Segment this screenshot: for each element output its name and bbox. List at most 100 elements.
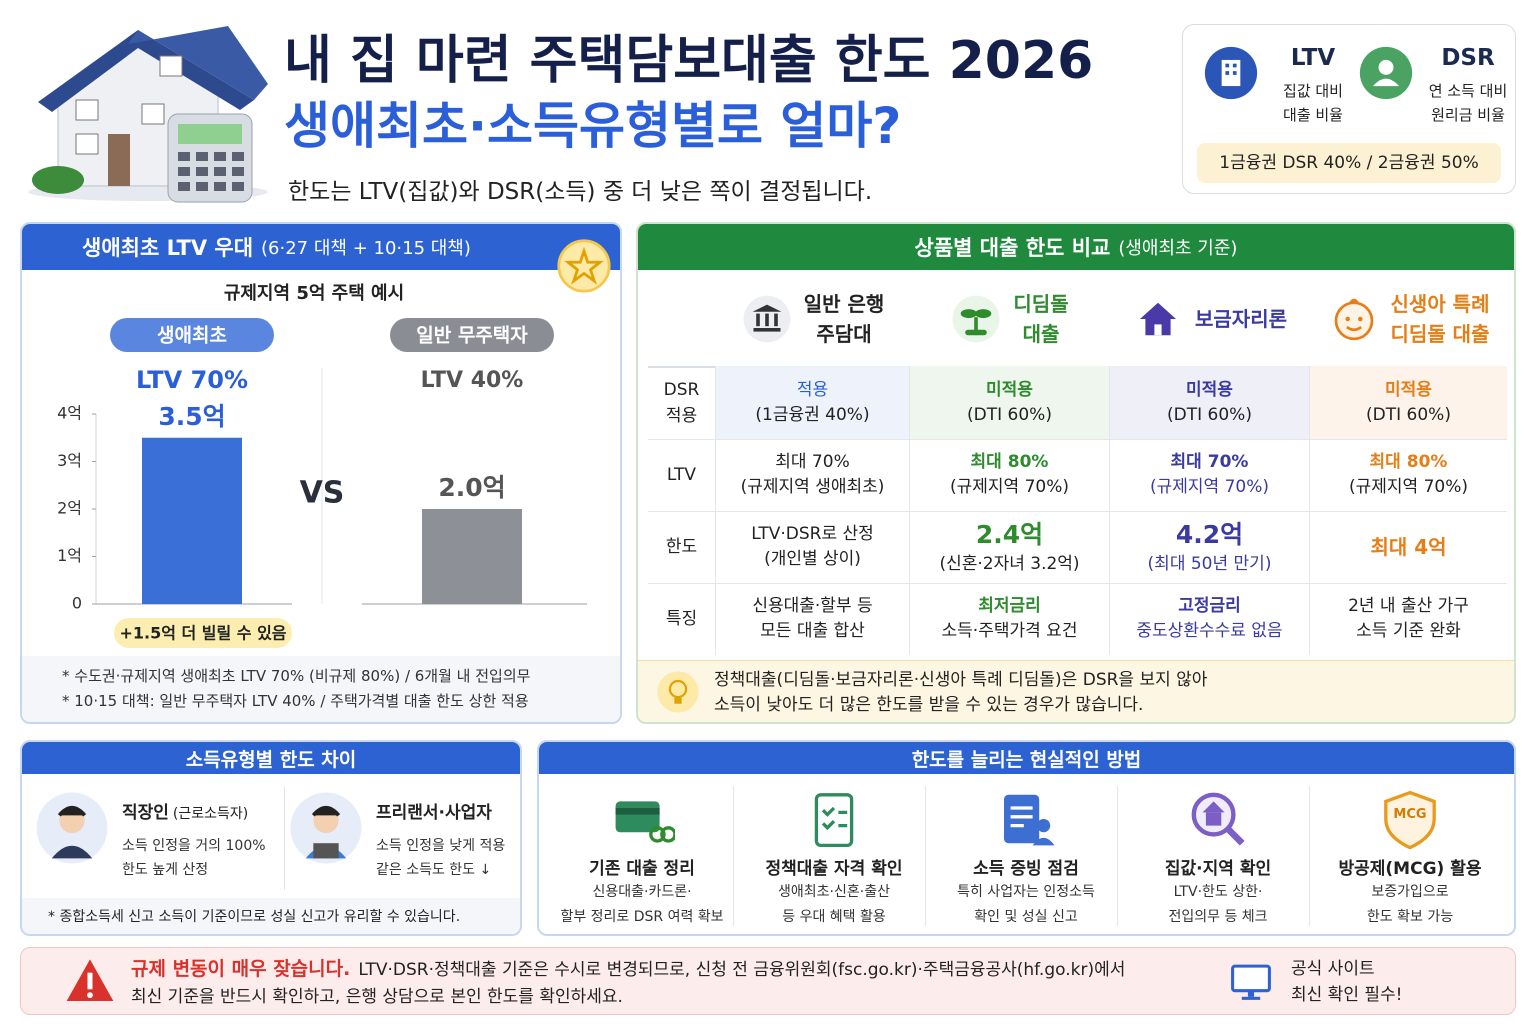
cell-line: LTV·DSR로 산정 (751, 524, 874, 544)
icon-shape (128, 26, 268, 100)
text-block: 특히 사업자는 인정소득 확인 및 성실 신고 (927, 880, 1125, 930)
text-line: 원리금 비율 (1431, 106, 1505, 124)
y-tick-label: 4억 (57, 404, 82, 423)
text-line: 공식 사이트 (1291, 959, 1375, 979)
term-icon (1204, 46, 1258, 100)
cell-line: 적용 (796, 379, 829, 400)
text-line: 소득이 낮아도 더 많은 한도를 받을 수 있는 경우가 많습니다. (714, 695, 1144, 715)
star-icon (557, 239, 611, 293)
icon-shape (657, 671, 699, 713)
method-icon (615, 801, 675, 843)
ltv-label: LTV 70% (136, 366, 248, 394)
text-block: DSR 적용 (648, 366, 715, 439)
cell-line: (DTI 60%) (967, 404, 1052, 425)
annotation: +1.5억 더 빌릴 수 있음 (119, 624, 286, 643)
y-tick-label: 2억 (57, 499, 82, 518)
icon-shape (1384, 790, 1436, 850)
text-line: 소득 인정을 거의 100% (122, 838, 266, 854)
icon-shape (1140, 302, 1176, 336)
icon-shape (214, 152, 226, 161)
text-line: LTV (666, 465, 697, 485)
icon-shape (1202, 801, 1225, 813)
title-line1: 내 집 마련 주택담보대출 한도 2026 (284, 31, 1094, 91)
icon-shape (1232, 63, 1237, 68)
cell-line: 최저금리 (978, 596, 1041, 616)
warning-line: 규제 변동이 매우 잦습니다. LTV·DSR·정책대출 기준은 수시로 변경되므… (131, 956, 1125, 983)
vs-label: VS (300, 476, 345, 511)
product-icon (1334, 298, 1373, 341)
cell-line: 4.2억 (1175, 519, 1244, 549)
cell-line: (1금융권 40%) (755, 404, 870, 425)
icon-shape (660, 826, 675, 843)
text-line: 보증가입으로 (1371, 884, 1449, 900)
cell-line: (규제지역 70%) (1348, 477, 1468, 497)
title-line2: 생애최초·소득유형별로 얼마? (284, 97, 902, 155)
text-line: 적용 (665, 405, 698, 426)
icon-shape (557, 239, 611, 293)
row-rule (648, 511, 1507, 512)
bar (422, 509, 522, 604)
cell-line: 2.4억 (975, 519, 1044, 549)
table-cell: 고정금리 중도상환수수료 없음 (1109, 583, 1309, 655)
text-block: 특징 (648, 583, 715, 655)
icon-shape (178, 152, 190, 161)
text-block: 신생아 특례 디딤돌 대출 (1391, 289, 1490, 349)
ltv-panel: 생애최초 LTV 우대 (6·27 대책 + 10·15 대책) 규제지역 5억 주… (20, 222, 622, 724)
cell-line: 최대 70% (1170, 452, 1249, 472)
icon-shape (668, 679, 688, 699)
y-tick-label: 1억 (57, 546, 82, 565)
icon-shape (311, 805, 341, 817)
cell-line: 소득 기준 완화 (1356, 621, 1461, 641)
icon-shape (755, 313, 760, 327)
icon-shape (1345, 325, 1362, 332)
cell-line: (신혼·2자녀 3.2억) (939, 553, 1080, 574)
methods-panel: 한도를 늘리는 현실적인 방법 기존 대출 정리 신용대출·카드론· 할부 정리로 D… (537, 740, 1516, 936)
text-block: 소득 인정을 낮게 적용 같은 소득도 한도 ↓ (376, 834, 505, 882)
text-line: 집값 대비 (1283, 82, 1343, 100)
icon-shape (975, 309, 992, 319)
category-label: 일반 무주택자 (416, 325, 528, 347)
table-cell: 최대 70% (규제지역 70%) (1109, 439, 1309, 511)
text-block: LTV (648, 439, 715, 511)
monitor-icon (1231, 964, 1271, 1000)
row-rule (648, 439, 1507, 440)
vline (1309, 786, 1310, 926)
icon-shape (232, 152, 244, 161)
method-title: 기존 대출 정리 (589, 859, 695, 879)
text-line: 생애최초·신혼·출산 (778, 884, 890, 900)
category-pill (390, 318, 554, 352)
icon-shape (178, 152, 244, 191)
icon-shape (87, 972, 93, 990)
icon-shape (674, 697, 682, 704)
y-tick-label: 3억 (57, 451, 82, 470)
cell-line: (개인별 상이) (764, 549, 861, 569)
tip-bg (638, 660, 1514, 722)
icon-shape (965, 329, 988, 336)
icon-shape (196, 152, 208, 161)
icon-shape (764, 313, 769, 327)
cell-line: (규제지역 생애최초) (740, 477, 885, 497)
type-name: 직장인 (근로소득자) (122, 798, 248, 823)
text-line: * 수도권·규제지역 생애최초 LTV 70% (비규제 80%) / 6개월 … (62, 667, 531, 685)
text-line: 한도 확보 가능 (1366, 909, 1454, 925)
example-title: 규제지역 5억 주택 예시 (224, 283, 404, 304)
terms-box: LTV 집값 대비 대출 비율 DSR 연 소득 대비 원리금 비율 1금융권 DSR 40… (1182, 24, 1516, 194)
term-icon (1359, 46, 1413, 100)
icon-shape (1224, 825, 1245, 846)
table-cell: 최대 80% (규제지역 70%) (909, 439, 1109, 511)
icon-shape (1221, 59, 1241, 87)
icon-shape (814, 793, 854, 848)
value-label: 3.5억 (158, 402, 225, 431)
method-title: 집값·지역 확인 (1164, 859, 1272, 879)
text-line: 소득 인정을 낮게 적용 (376, 838, 506, 854)
table-cell: 2.4억 (신혼·2자녀 3.2억) (909, 511, 1109, 583)
icon-shape (1344, 316, 1350, 322)
text-block: 소득 인정을 거의 100% 한도 높게 산정 (122, 834, 266, 882)
text-block: LTV·한도 상한· 전입의무 등 체크 (1119, 880, 1317, 930)
product-header: 일반 은행 주담대 (715, 272, 909, 366)
icon-shape (564, 246, 604, 285)
table-cell: 최대 80% (규제지역 70%) (1309, 439, 1507, 511)
warning-bold: 규제 변동이 매우 잦습니다. (131, 958, 351, 980)
text-line: 디딤돌 대출 (1390, 322, 1490, 346)
